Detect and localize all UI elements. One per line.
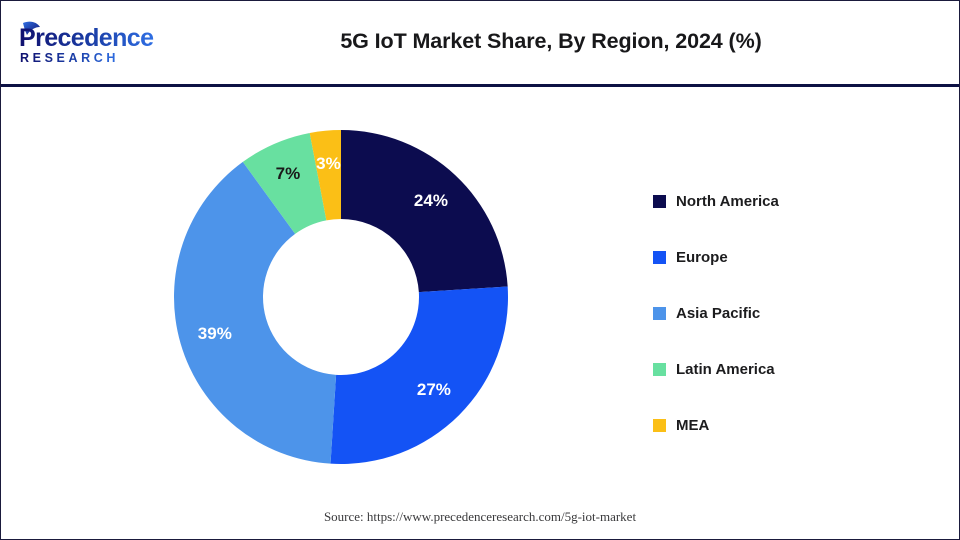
donut-slice[interactable] [341,130,508,293]
slice-percentage-label: 7% [275,164,301,184]
chart-title: 5G IoT Market Share, By Region, 2024 (%) [340,29,762,53]
donut-slice[interactable] [330,286,508,464]
legend-swatch-icon [653,418,666,432]
legend-item-label: Europe [676,248,728,266]
donut-chart: 24% 27% 39% 7% 3% [173,129,509,465]
precedence-research-logo: Precedence RESEARCH [13,20,173,66]
legend-item-label: MEA [676,416,710,434]
legend-swatch-icon [653,194,666,208]
donut-slice[interactable] [309,130,341,221]
svg-text:RESEARCH: RESEARCH [20,51,119,65]
legend-swatch-icon [653,306,666,320]
legend-item[interactable]: Europe [653,229,903,285]
header: Precedence RESEARCH 5G IoT Market Share,… [1,1,959,84]
source-note: Source: https://www.precedenceresearch.c… [323,509,637,524]
legend-item[interactable]: MEA [653,397,903,453]
donut-slice[interactable] [242,132,327,234]
legend-item[interactable]: Asia Pacific [653,285,903,341]
donut-slice[interactable] [173,161,337,464]
chart-legend: North America Europe Asia Pacific Latin Ame… [653,173,903,453]
legend-item-label: North America [676,192,779,210]
svg-text:Precedence: Precedence [19,24,154,52]
slice-percentage-label: 27% [416,379,451,399]
legend-item-label: Asia Pacific [676,304,761,322]
plot-area: 24% 27% 39% 7% 3% North America Europe Asia Pa… [1,87,959,487]
header-divider [1,84,959,87]
legend-item[interactable]: Latin America [653,341,903,397]
donut-svg [173,130,508,464]
legend-item[interactable]: North America [653,173,903,229]
slice-percentage-label: 24% [413,191,448,211]
legend-item-label: Latin America [676,360,775,378]
slice-percentage-label: 3% [316,153,341,173]
slice-percentage-label: 39% [197,323,232,343]
legend-swatch-icon [653,250,666,264]
legend-swatch-icon [653,362,666,376]
